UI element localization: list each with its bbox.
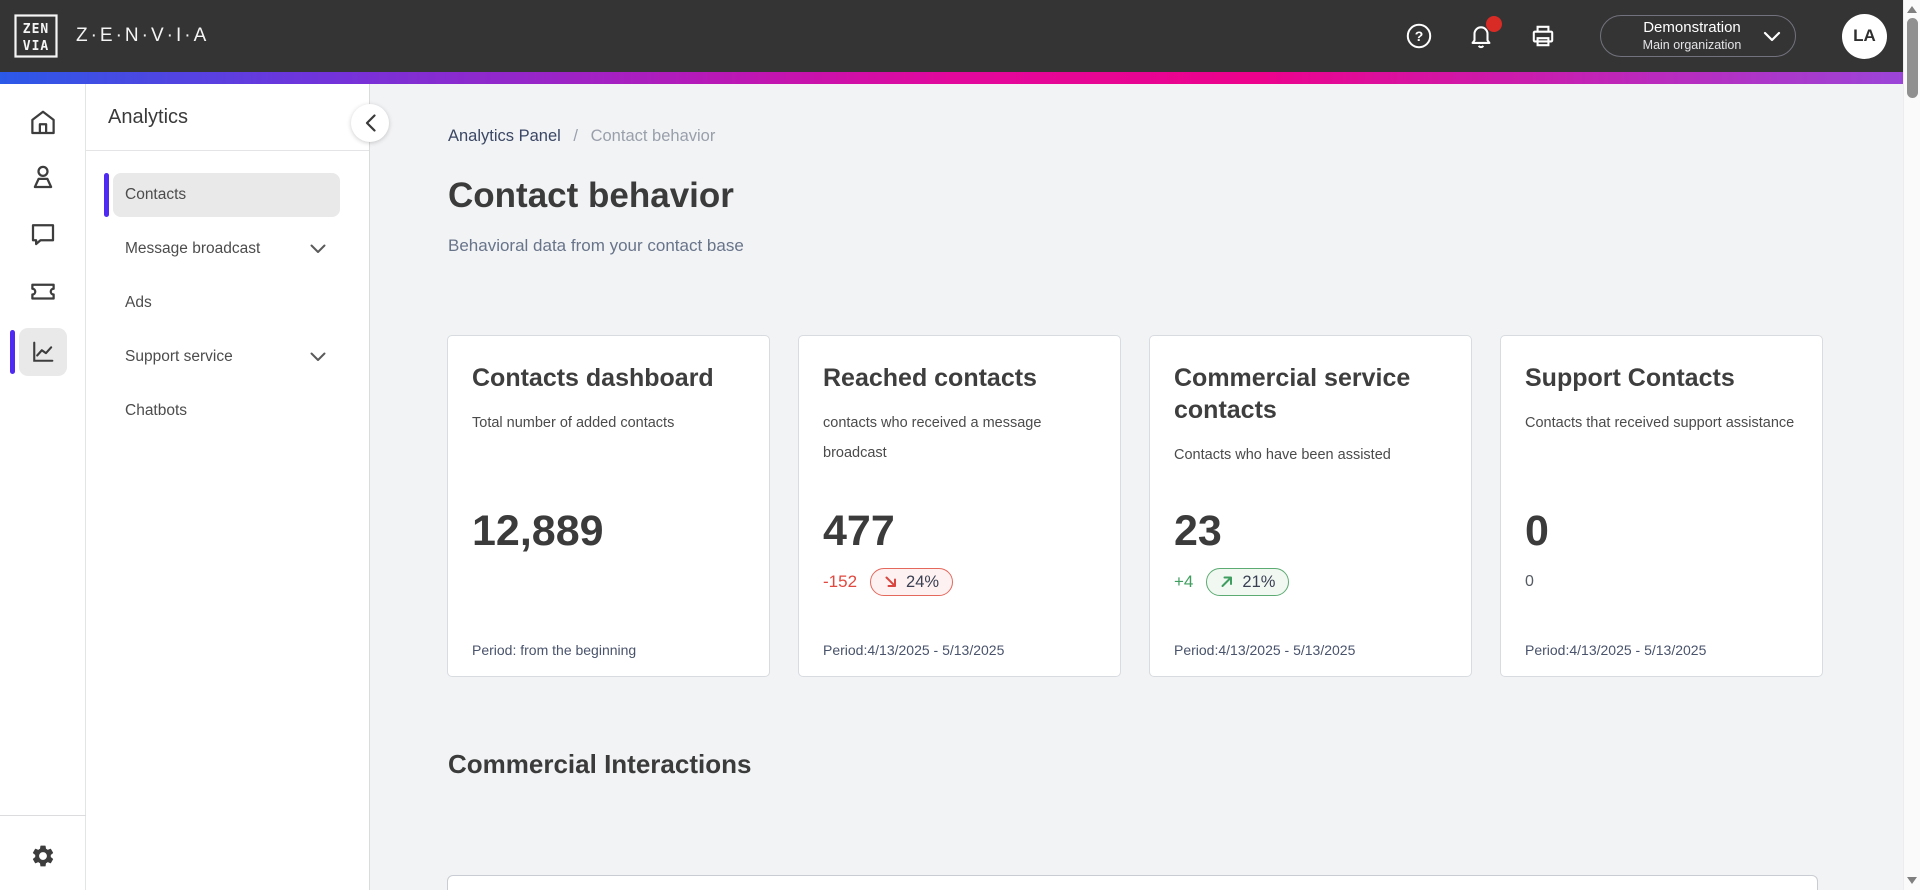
chat-icon xyxy=(31,224,55,246)
menu-item-label: Ads xyxy=(125,294,152,311)
nav-contacts[interactable] xyxy=(0,153,86,201)
trend-up-icon xyxy=(1221,576,1233,587)
home-icon xyxy=(31,110,55,135)
menu-item-ads[interactable]: Ads xyxy=(113,281,340,325)
stat-cards-row: Contacts dashboard Total number of added… xyxy=(447,335,1824,677)
menu-item-label: Message broadcast xyxy=(125,240,261,257)
menu-item-support-service[interactable]: Support service xyxy=(113,335,340,379)
stat-card-reached-contacts: Reached contacts contacts who received a… xyxy=(798,335,1121,677)
nav-chat[interactable] xyxy=(0,210,86,258)
trend-badge: 21% xyxy=(1206,568,1290,596)
svg-text:VIA: VIA xyxy=(23,39,49,54)
notification-badge xyxy=(1486,16,1502,32)
zenvia-logo-icon: ZEN VIA xyxy=(14,14,58,58)
delta-value: +4 xyxy=(1174,572,1194,591)
nav-analytics[interactable] xyxy=(0,328,86,376)
card-delta-row: -152 24% xyxy=(823,568,954,596)
breadcrumb: Analytics Panel / Contact behavior xyxy=(448,127,715,146)
card-value: 477 xyxy=(823,507,895,555)
collapse-panel-button[interactable] xyxy=(351,104,389,142)
card-delta-row: +4 21% xyxy=(1174,568,1290,596)
card-period: Period:4/13/2025 - 5/13/2025 xyxy=(823,642,1005,658)
chevron-down-icon xyxy=(310,352,326,361)
trend-badge: 24% xyxy=(870,568,954,596)
menu-item-label: Chatbots xyxy=(125,402,188,419)
breadcrumb-current: Contact behavior xyxy=(590,127,716,145)
page-title: Contact behavior xyxy=(448,176,734,215)
active-menu-indicator xyxy=(104,173,109,217)
stat-card-contacts-dashboard: Contacts dashboard Total number of added… xyxy=(447,335,770,677)
menu-item-message-broadcast[interactable]: Message broadcast xyxy=(113,227,340,271)
organization-name: Demonstration xyxy=(1643,18,1741,36)
stat-card-commercial-service-contacts: Commercial service contacts Contacts who… xyxy=(1149,335,1472,677)
breadcrumb-separator: / xyxy=(573,127,578,145)
card-period: Period: from the beginning xyxy=(472,642,637,658)
organization-selector[interactable]: Demonstration Main organization xyxy=(1600,15,1796,57)
scrollbar-up-arrow[interactable] xyxy=(1907,6,1917,13)
card-period: Period:4/13/2025 - 5/13/2025 xyxy=(1174,642,1356,658)
nav-campaigns[interactable] xyxy=(0,267,86,315)
help-icon: ? xyxy=(1406,23,1432,49)
menu-item-contacts[interactable]: Contacts xyxy=(104,173,340,217)
contacts-icon xyxy=(33,165,53,189)
trend-percent: 24% xyxy=(906,572,940,591)
card-title: Commercial service contacts xyxy=(1174,364,1411,424)
section-title-commercial-interactions: Commercial Interactions xyxy=(448,749,752,779)
card-description: Contacts who have been assisted xyxy=(1174,447,1391,463)
trend-percent: 21% xyxy=(1242,572,1276,591)
print-icon xyxy=(1532,25,1554,47)
main-content: Analytics Panel / Contact behavior Conta… xyxy=(370,84,1903,890)
svg-text:ZEN: ZEN xyxy=(23,22,49,37)
card-delta-row: 0 xyxy=(1525,568,1534,596)
svg-text:?: ? xyxy=(1415,28,1424,44)
analytics-panel: Analytics Contacts Message broadcast Ads… xyxy=(86,84,370,890)
page-subtitle: Behavioral data from your contact base xyxy=(448,236,744,255)
menu-item-chatbots[interactable]: Chatbots xyxy=(113,389,340,433)
menu-item-label: Contacts xyxy=(125,186,187,203)
card-value: 0 xyxy=(1525,507,1549,555)
card-title: Support Contacts xyxy=(1525,364,1735,392)
nav-home[interactable] xyxy=(0,99,86,147)
scrollbar-down-arrow[interactable] xyxy=(1907,877,1917,884)
card-description: Total number of added contacts xyxy=(472,415,675,431)
active-item-indicator xyxy=(10,330,15,374)
delta-value: -152 xyxy=(823,572,858,591)
scrollbar-thumb[interactable] xyxy=(1906,18,1918,98)
panel-menu: Contacts Message broadcast Ads Support s… xyxy=(86,151,369,433)
card-value: 12,889 xyxy=(472,507,604,555)
chevron-left-icon xyxy=(365,114,376,132)
brand-gradient-bar xyxy=(0,72,1903,84)
card-value: 23 xyxy=(1174,507,1222,555)
help-button[interactable]: ? xyxy=(1402,19,1436,53)
nav-settings[interactable] xyxy=(0,832,86,880)
trend-down-icon xyxy=(885,576,897,587)
settings-icon xyxy=(32,845,54,867)
card-period: Period:4/13/2025 - 5/13/2025 xyxy=(1525,642,1707,658)
analytics-icon xyxy=(33,341,54,362)
panel-header: Analytics xyxy=(86,84,369,151)
stat-card-support-contacts: Support Contacts Contacts that received … xyxy=(1500,335,1823,677)
card-title: Reached contacts xyxy=(823,364,1037,392)
notifications-button[interactable] xyxy=(1464,16,1502,53)
print-button[interactable] xyxy=(1526,19,1560,53)
rail-divider xyxy=(0,815,86,816)
brand-wordmark: Z·E·N·V·I·A xyxy=(76,25,210,46)
nav-rail xyxy=(0,84,86,890)
avatar[interactable]: LA xyxy=(1842,13,1887,59)
breadcrumb-analytics-panel[interactable]: Analytics Panel xyxy=(448,127,561,145)
card-description: contacts who received a message broadcas… xyxy=(823,415,1042,461)
menu-item-label: Support service xyxy=(125,348,233,365)
ticket-icon xyxy=(31,283,55,300)
card-description: Contacts that received support assistanc… xyxy=(1525,415,1795,431)
organization-subtitle: Main organization xyxy=(1642,37,1742,52)
commercial-interactions-card xyxy=(447,875,1818,890)
card-title: Contacts dashboard xyxy=(472,364,714,392)
topbar: ZEN VIA Z·E·N·V·I·A ? Demonstration Main… xyxy=(0,0,1903,72)
notifications-icon xyxy=(1471,26,1491,49)
delta-value: 0 xyxy=(1525,573,1534,590)
scrollbar xyxy=(1903,0,1920,890)
panel-title: Analytics xyxy=(108,105,189,128)
chevron-down-icon xyxy=(310,244,326,253)
chevron-down-icon xyxy=(1763,31,1781,41)
